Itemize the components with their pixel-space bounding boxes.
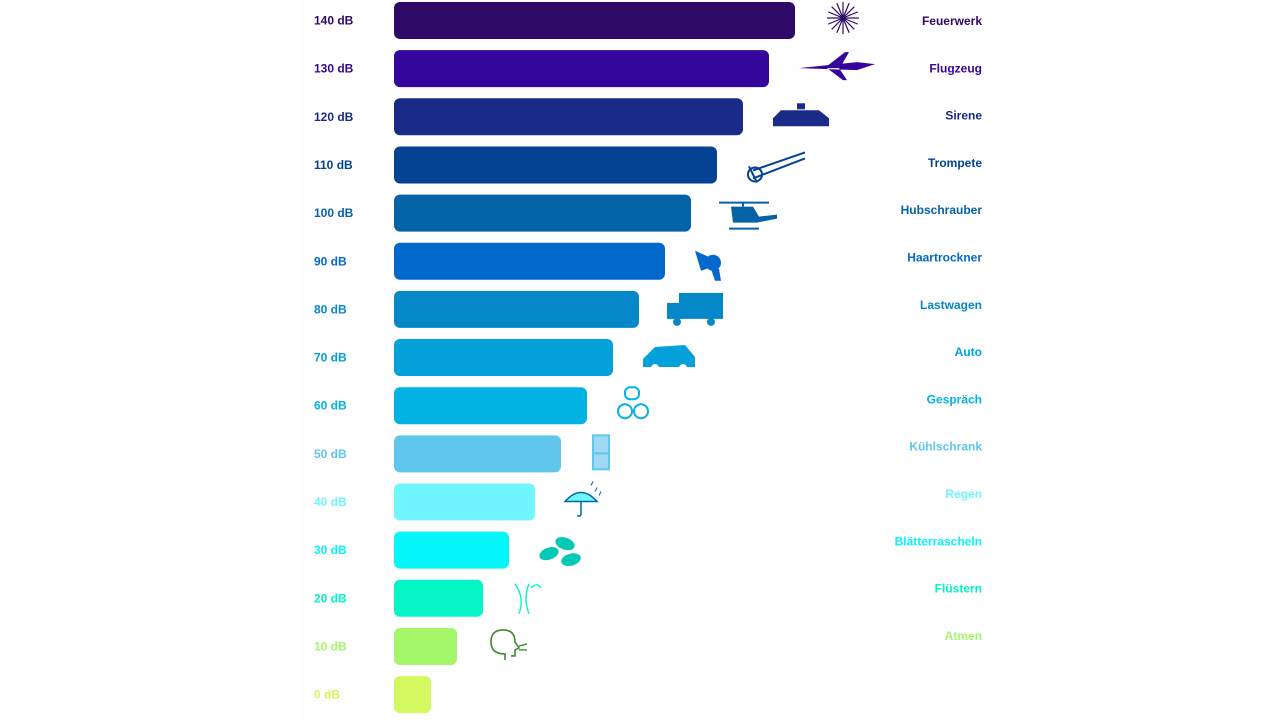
- bar-60-db: [394, 387, 587, 425]
- breathing-icon: [490, 629, 528, 660]
- bar-30-db: [394, 531, 509, 569]
- db-label: 120 dB: [314, 110, 354, 124]
- decibel-bar-chart: 140 dB Feuerwerk 130 dB Flugzeug 120 dB Siren…: [314, 2, 983, 714]
- source-label: Sirene: [945, 109, 982, 123]
- bar-50-db: [394, 435, 561, 473]
- whisper-icon: [514, 583, 542, 615]
- source-label: Regen: [945, 487, 982, 501]
- db-label: 140 dB: [314, 14, 354, 28]
- db-label: 50 dB: [314, 447, 347, 461]
- chart-panel: 140 dB Feuerwerk 130 dB Flugzeug 120 dB Siren…: [300, 0, 984, 720]
- bar-90-db: [394, 242, 665, 280]
- bar-40-db: [394, 483, 535, 521]
- source-label: Hubschrauber: [901, 203, 983, 217]
- db-label: 60 dB: [314, 399, 347, 413]
- source-label: Flüstern: [935, 582, 982, 596]
- db-label: 110 dB: [314, 158, 353, 172]
- source-label: Blätterrascheln: [895, 534, 982, 548]
- source-label: Atmen: [945, 629, 982, 643]
- conversation-icon: [617, 386, 649, 420]
- truck-icon: [667, 292, 723, 326]
- hair-dryer-icon: [695, 250, 721, 281]
- fireworks-icon: [827, 2, 859, 34]
- db-label: 10 dB: [314, 639, 347, 653]
- db-label: 90 dB: [314, 254, 347, 268]
- bar-70-db: [394, 339, 613, 377]
- source-label: Feuerwerk: [922, 14, 982, 28]
- bar-120-db: [394, 98, 743, 136]
- source-label: Kühlschrank: [909, 440, 982, 454]
- siren-car-icon: [773, 103, 829, 127]
- helicopter-icon: [719, 201, 777, 230]
- db-label: 70 dB: [314, 351, 347, 365]
- airplane-icon: [799, 52, 875, 81]
- bar-10-db: [394, 627, 457, 665]
- db-label: 0 dB: [314, 688, 340, 702]
- db-label: 40 dB: [314, 495, 347, 509]
- source-label: Lastwagen: [920, 298, 982, 312]
- db-label: 130 dB: [314, 62, 354, 76]
- db-label: 80 dB: [314, 302, 347, 316]
- bar-80-db: [394, 290, 639, 328]
- car-icon: [643, 345, 695, 373]
- source-label: Gespräch: [927, 392, 982, 406]
- db-label: 30 dB: [314, 543, 347, 557]
- umbrella-rain-icon: [563, 481, 602, 517]
- bar-20-db: [394, 579, 483, 617]
- db-label: 20 dB: [314, 591, 347, 605]
- bar-130-db: [394, 50, 769, 88]
- bar-140-db: [394, 2, 795, 39]
- bar-0-db: [394, 676, 431, 714]
- db-label: 100 dB: [314, 206, 354, 220]
- source-label: Haartrockner: [907, 251, 982, 265]
- source-label: Trompete: [928, 156, 982, 170]
- source-label: Auto: [955, 345, 982, 359]
- bar-110-db: [394, 146, 717, 184]
- source-label: Flugzeug: [929, 61, 982, 75]
- fridge-icon: [592, 434, 610, 471]
- leaves-icon: [539, 537, 581, 566]
- trumpet-icon: [747, 151, 806, 183]
- bar-100-db: [394, 194, 691, 232]
